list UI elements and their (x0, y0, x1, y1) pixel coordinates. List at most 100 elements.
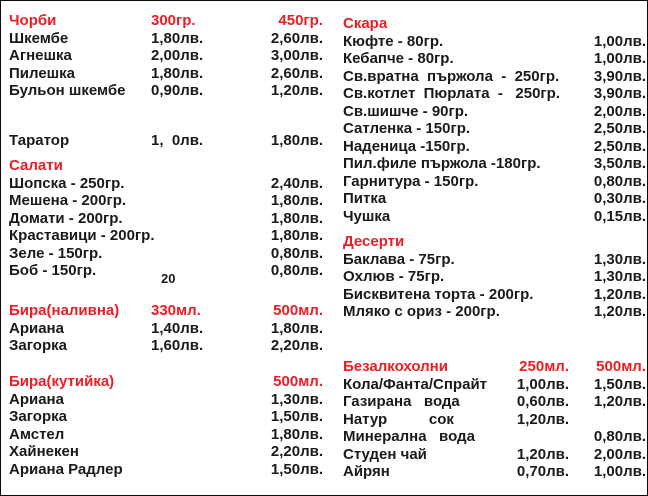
section-header-row: Бира(кутийка) 500мл. (9, 373, 323, 391)
menu-item-row: Загорка 1,50лв. (9, 408, 323, 426)
item-name: Кола/Фанта/Спрайт (343, 375, 488, 393)
item-name: Баклава - 75гр. (343, 250, 455, 268)
item-price-col2: 3,50лв. (593, 155, 646, 172)
item-price-col2: 0,80лв. (270, 244, 323, 262)
menu-item-row: Мляко с ориз - 200гр. 1,20лв. (343, 303, 646, 321)
menu-item-row: Мешена - 200гр. 1,80лв. (9, 192, 323, 210)
item-price-col2: 2,40лв. (270, 174, 323, 192)
item-name: Мляко с ориз - 200гр. (343, 303, 500, 320)
item-price-col2: 3,00лв. (270, 47, 323, 64)
item-name: Краставици - 200гр. (9, 227, 155, 244)
menu-item-row: Кола/Фанта/Спрайт 1,00лв. 1,50лв. (343, 376, 646, 394)
column-header-2: 500мл. (596, 358, 646, 375)
item-name: Амстел (9, 425, 65, 443)
menu-item-row: Св.шишче - 90гр. 2,00лв. (343, 103, 646, 121)
item-name: Боб - 150гр. (9, 262, 97, 279)
item-name: Мешена - 200гр. (9, 192, 127, 209)
menu-item-row: Газирана вода 0,60лв. 1,20лв. (343, 393, 646, 411)
section-title: Безалкохолни (343, 358, 448, 375)
item-price-col2: 1,00лв. (593, 32, 646, 50)
item-price-col2: 1,00лв. (593, 463, 646, 480)
item-price-col2: 1,30лв. (270, 390, 323, 408)
menu-item-row: Охлюв - 75гр. 1,30лв. (343, 268, 646, 286)
item-price-col1: 1,20лв. (516, 445, 569, 463)
menu-item-row: Пилешка 1,80лв. 2,60лв. (9, 65, 323, 83)
menu-item-row: Ариана 1,40лв. 1,80лв. (9, 320, 323, 338)
item-name: Св.шишче - 90гр. (343, 102, 469, 120)
item-price-col1: 1, 0лв. (151, 132, 204, 149)
item-price-col2: 2,00лв. (593, 445, 646, 463)
item-price-col1: 1,40лв. (151, 319, 204, 337)
item-price-col2: 1,80лв. (270, 319, 323, 337)
item-price-col2: 0,80лв. (270, 262, 323, 279)
menu-item-row: Св.котлет Пюрлата - 250гр. 3,90лв. (343, 85, 646, 103)
item-price-col2: 2,60лв. (270, 29, 323, 47)
menu-item-row: Зеле - 150гр. 0,80лв. (9, 245, 323, 263)
menu-item-row: Агнешка 2,00лв. 3,00лв. (9, 47, 323, 65)
item-price-col1: 0,90лв. (151, 82, 204, 99)
item-name: Бисквитена торта - 200гр. (343, 285, 534, 303)
item-price-col2: 1,30лв. (593, 268, 646, 285)
menu-item-row: Кебапче - 80гр. 1,00лв. (343, 50, 646, 68)
item-name: Кюфте - 80гр. (343, 32, 444, 50)
column-header-1: 250мл. (519, 358, 569, 375)
item-price-col1: 1,00лв. (516, 375, 569, 393)
menu-item-row: Студен чай 1,20лв. 2,00лв. (343, 446, 646, 464)
section-title: Скара (343, 15, 388, 32)
item-price-col2: 1,80лв. (270, 227, 323, 244)
menu-item-row: Краставици - 200гр. 1,80лв. (9, 227, 323, 245)
item-price-col1: 1,60лв. (151, 337, 204, 354)
item-price-col1: 0,70лв. (516, 463, 569, 480)
section-title: Десерти (343, 233, 405, 250)
menu-item-row: Бульон шкембе 0,90лв. 1,20лв. (9, 82, 323, 100)
menu-item-row: Ариана Радлер 1,50лв. (9, 461, 323, 479)
section-header-row: Безалкохолни 250мл. 500мл. (343, 358, 646, 376)
item-name: Шкембе (9, 29, 69, 47)
item-name: Зеле - 150гр. (9, 244, 103, 262)
menu-item-row: Гарнитура - 150гр. 0,80лв. (343, 173, 646, 191)
item-price-col1: 2,00лв. (151, 47, 204, 64)
menu-item-row: Сатленка - 150гр. 2,50лв. (343, 120, 646, 138)
item-price-col2: 2,50лв. (593, 120, 646, 137)
item-price-col2: 2,00лв. (593, 102, 646, 120)
item-name: Св.котлет Пюрлата - 250гр. (343, 85, 561, 102)
item-price-col2: 1,80лв. (270, 132, 323, 149)
section-chorbi: Чорби 300гр. 450гр. Шкембе 1,80лв. 2,60лв.… (9, 12, 323, 100)
item-name: Домати - 200гр. (9, 209, 123, 227)
menu-item-row: Шопска - 250гр. 2,40лв. (9, 175, 323, 193)
item-name: Газирана вода (343, 393, 460, 410)
menu-item-row: Хайнекен 2,20лв. (9, 443, 323, 461)
menu-item-row: Чушка 0,15лв. (343, 208, 646, 226)
section-bezalkoholni: Безалкохолни 250мл. 500мл. Кола/Фанта/Сп… (343, 358, 646, 481)
item-price-col2: 0,15лв. (593, 207, 646, 225)
menu-item-row: Айрян 0,70лв. 1,00лв. (343, 463, 646, 481)
item-name: Загорка (9, 337, 67, 354)
menu-item-row: Бисквитена торта - 200гр. 1,20лв. (343, 286, 646, 304)
item-price-col2: 3,90лв. (593, 67, 646, 85)
item-name: Ариана (9, 319, 64, 337)
item-price-col2: 1,20лв. (593, 303, 646, 320)
section-title: Салати (9, 157, 63, 174)
item-name: Натур сок (343, 410, 454, 428)
item-name: Питка (343, 190, 387, 207)
item-price-col2: 0,80лв. (593, 428, 646, 445)
section-title: Чорби (9, 12, 57, 29)
section-tarator: Таратор 1, 0лв. 1,80лв. (9, 132, 323, 150)
menu-item-row: Пил.филе пържола -180гр. 3,50лв. (343, 155, 646, 173)
menu-item-row: Питка 0,30лв. (343, 190, 646, 208)
item-name: Айрян (343, 463, 390, 480)
item-price-col2: 1,00лв. (593, 50, 646, 67)
item-name: Загорка (9, 408, 67, 425)
item-name: Пил.филе пържола -180гр. (343, 155, 541, 172)
menu-item-row: Св.вратна пържола - 250гр. 3,90лв. (343, 68, 646, 86)
item-name: Наденица -150гр. (343, 137, 470, 155)
item-price-col2: 1,20лв. (593, 285, 646, 303)
item-price-col2: 0,80лв. (593, 172, 646, 190)
item-name: Хайнекен (9, 443, 79, 460)
item-price-col2: 1,80лв. (270, 192, 323, 209)
section-header-row: Десерти (343, 233, 646, 251)
menu-item-row: Домати - 200гр. 1,80лв. (9, 210, 323, 228)
item-price-col2: 2,60лв. (270, 64, 323, 82)
section-title: Бира(наливна) (9, 302, 120, 319)
